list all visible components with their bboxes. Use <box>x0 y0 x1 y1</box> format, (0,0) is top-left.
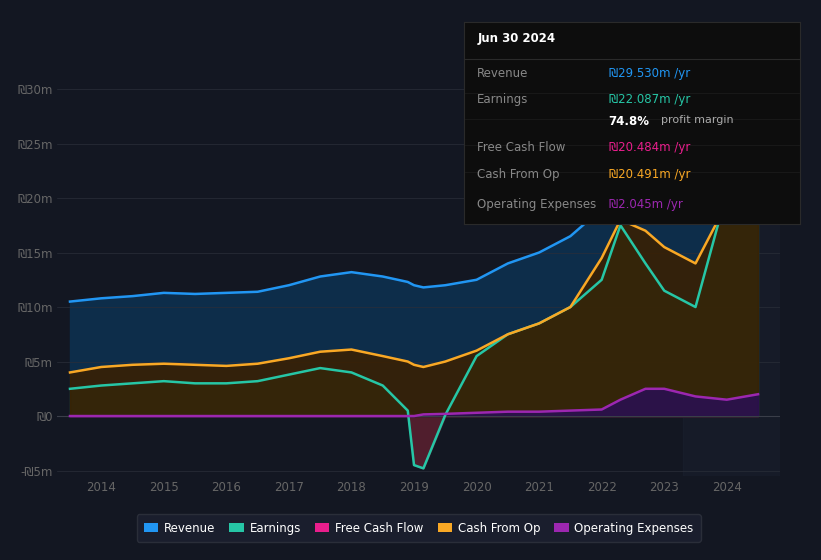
Text: ₪20.484m /yr: ₪20.484m /yr <box>608 141 690 155</box>
Text: Operating Expenses: Operating Expenses <box>477 198 597 211</box>
Text: Earnings: Earnings <box>477 93 529 106</box>
Text: ₪2.045m /yr: ₪2.045m /yr <box>608 198 682 211</box>
Text: 74.8%: 74.8% <box>608 115 649 128</box>
Text: ₪29.530m /yr: ₪29.530m /yr <box>608 67 690 80</box>
Text: Free Cash Flow: Free Cash Flow <box>477 141 566 155</box>
Text: Cash From Op: Cash From Op <box>477 167 560 180</box>
Text: Revenue: Revenue <box>477 67 529 80</box>
Text: ₪22.087m /yr: ₪22.087m /yr <box>608 93 690 106</box>
Text: Jun 30 2024: Jun 30 2024 <box>477 32 556 45</box>
Legend: Revenue, Earnings, Free Cash Flow, Cash From Op, Operating Expenses: Revenue, Earnings, Free Cash Flow, Cash … <box>136 515 701 542</box>
Bar <box>683 67 780 476</box>
Text: profit margin: profit margin <box>661 115 733 125</box>
Text: ₪20.491m /yr: ₪20.491m /yr <box>608 167 690 180</box>
